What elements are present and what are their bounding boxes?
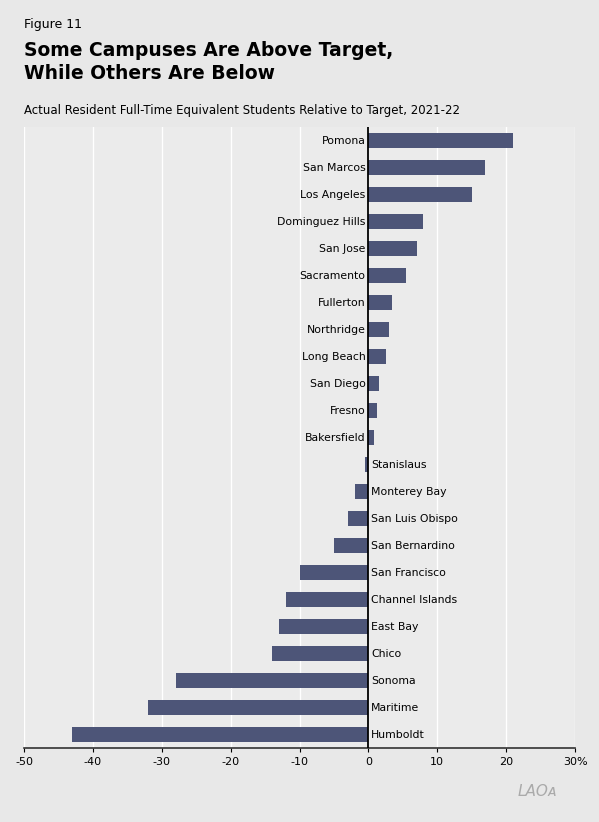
Bar [334,538,368,553]
Bar [368,376,379,391]
Text: Fullerton: Fullerton [318,298,365,307]
Bar [347,511,368,526]
Bar [72,727,368,742]
Bar [300,566,368,580]
Text: Northridge: Northridge [307,325,365,335]
Bar [368,187,472,202]
Bar [286,592,368,607]
Bar [368,349,386,364]
Text: Stanislaus: Stanislaus [371,459,426,469]
Text: Figure 11: Figure 11 [24,18,82,31]
Bar [368,160,486,175]
Bar [368,404,377,418]
Text: Some Campuses Are Above Target,
While Others Are Below: Some Campuses Are Above Target, While Ot… [24,41,393,83]
Text: LAOᴀ: LAOᴀ [517,784,557,799]
Bar [368,430,374,446]
Text: San Jose: San Jose [319,244,365,254]
Text: Humboldt: Humboldt [371,730,425,740]
Text: San Marcos: San Marcos [303,163,365,173]
Bar [176,673,368,688]
Bar [368,242,417,256]
Text: Fresno: Fresno [330,406,365,416]
Bar [279,619,368,634]
Bar [368,215,423,229]
Text: Long Beach: Long Beach [302,352,365,362]
Text: San Luis Obispo: San Luis Obispo [371,514,458,524]
Text: Monterey Bay: Monterey Bay [371,487,447,496]
Text: Bakersfield: Bakersfield [305,432,365,443]
Text: Sonoma: Sonoma [371,676,416,686]
Text: East Bay: East Bay [371,621,419,631]
Bar [368,269,406,284]
Text: Dominguez Hills: Dominguez Hills [277,217,365,227]
Text: Channel Islands: Channel Islands [371,594,457,605]
Bar [148,700,368,715]
Text: Maritime: Maritime [371,703,419,713]
Text: Pomona: Pomona [322,136,365,145]
Bar [355,484,368,499]
Text: San Diego: San Diego [310,379,365,389]
Bar [368,295,392,310]
Text: Chico: Chico [371,649,401,658]
Bar [365,457,368,472]
Bar [272,646,368,661]
Bar [368,322,389,337]
Text: Los Angeles: Los Angeles [300,190,365,200]
Text: San Francisco: San Francisco [371,568,446,578]
Text: San Bernardino: San Bernardino [371,541,455,551]
Text: Sacramento: Sacramento [300,270,365,281]
Text: Actual Resident Full-Time Equivalent Students Relative to Target, 2021-22: Actual Resident Full-Time Equivalent Stu… [24,104,460,118]
Bar [368,133,513,148]
